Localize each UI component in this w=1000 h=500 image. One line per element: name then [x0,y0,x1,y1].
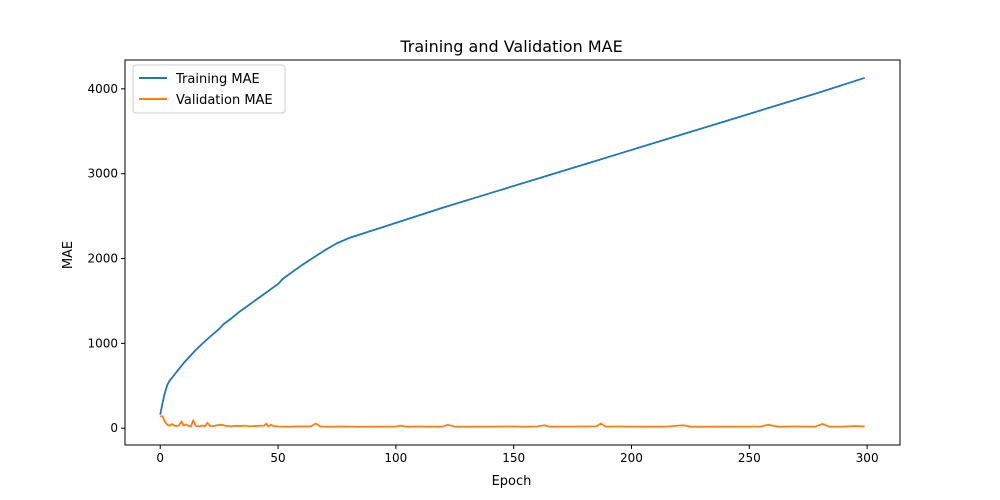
y-axis-label: MAE [61,241,76,269]
chart-title: Training and Validation MAE [399,37,622,56]
y-tick-label: 3000 [87,167,118,181]
x-tick-label: 0 [156,451,164,465]
plot-frame [124,59,901,446]
series-line-validation-mae [160,415,865,428]
legend-label-validation-mae: Validation MAE [176,93,273,108]
y-tick-label: 0 [110,421,118,435]
legend-label-training-mae: Training MAE [175,72,260,87]
legend-box [132,64,286,114]
legend: Training MAE Validation MAE [132,64,286,114]
y-axis: 0 1000 2000 3000 4000 [87,82,125,435]
x-tick-label: 100 [384,451,407,465]
plot-series [159,76,866,428]
x-axis: 0 50 100 150 200 250 300 [156,445,879,465]
x-tick-label: 250 [738,451,761,465]
y-tick-label: 4000 [87,82,118,96]
series-line-training-mae [159,76,866,415]
x-axis-label: Epoch [492,474,532,489]
y-tick-label: 1000 [87,336,118,350]
x-tick-label: 150 [502,451,525,465]
x-tick-label: 300 [856,451,879,465]
y-tick-label: 2000 [87,252,118,266]
x-tick-label: 200 [620,451,643,465]
x-tick-label: 50 [270,451,285,465]
